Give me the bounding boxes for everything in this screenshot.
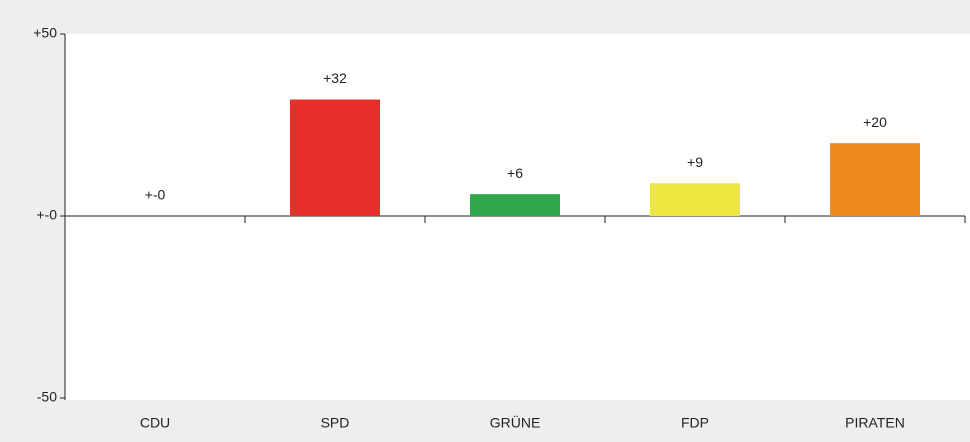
value-label: +20 [863, 114, 887, 130]
plot-area [65, 34, 970, 400]
value-label: +32 [323, 70, 347, 86]
value-label: +9 [687, 154, 703, 170]
value-label: +-0 [145, 187, 166, 203]
x-tick-label: GRÜNE [490, 414, 541, 431]
y-tick-label: +-0 [36, 207, 57, 223]
value-label: +6 [507, 165, 523, 181]
bar [290, 99, 380, 216]
x-tick-label: PIRATEN [845, 415, 905, 431]
x-tick-label: SPD [321, 415, 350, 431]
y-tick-label: -50 [37, 389, 57, 405]
bar [830, 143, 920, 216]
bar [650, 183, 740, 216]
x-tick-label: CDU [140, 415, 170, 431]
x-tick-label: FDP [681, 415, 709, 431]
y-tick-label: +50 [33, 25, 57, 41]
bar [470, 194, 560, 216]
